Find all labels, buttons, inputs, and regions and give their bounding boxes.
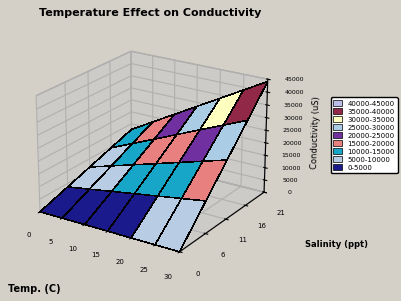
Title: Temperature Effect on Conductivity: Temperature Effect on Conductivity — [39, 8, 261, 17]
Legend: 40000-45000, 35000-40000, 30000-35000, 25000-30000, 20000-25000, 15000-20000, 10: 40000-45000, 35000-40000, 30000-35000, 2… — [331, 98, 397, 173]
Text: Salinity (ppt): Salinity (ppt) — [305, 240, 368, 249]
Text: Temp. (C): Temp. (C) — [8, 284, 61, 294]
